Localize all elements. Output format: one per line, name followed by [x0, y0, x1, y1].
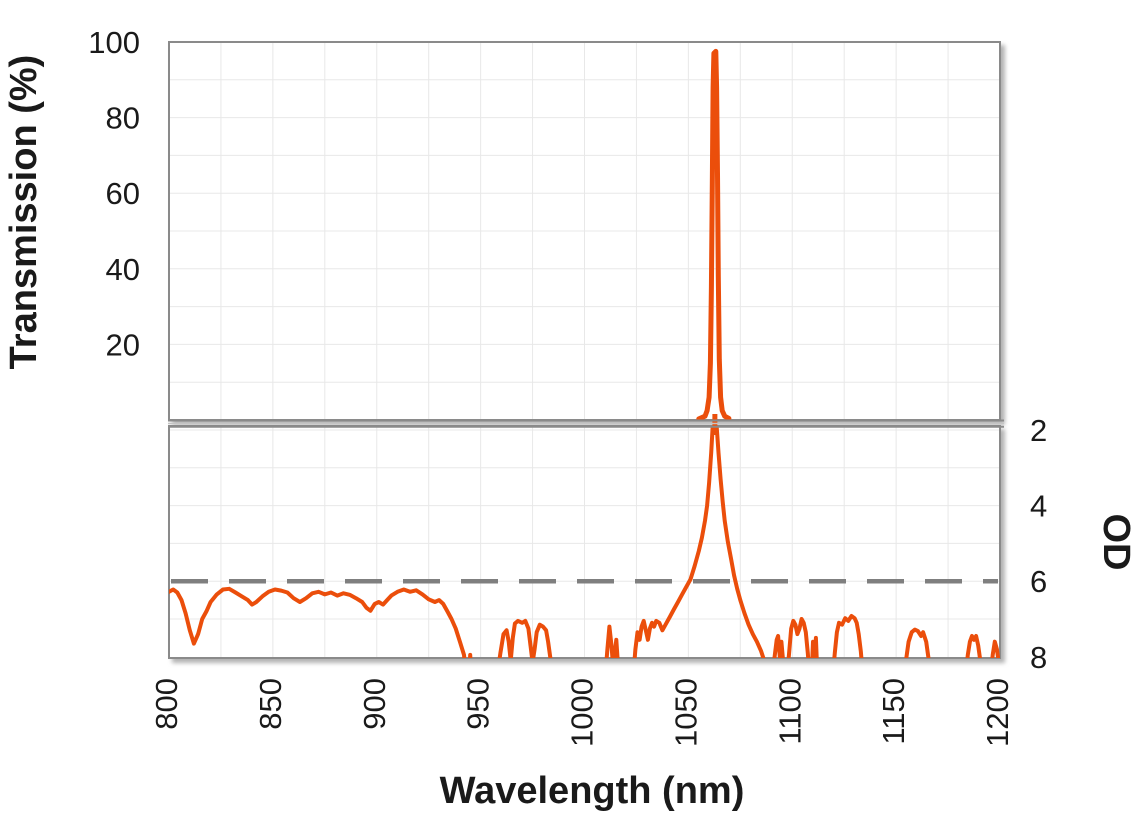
x-axis-title: Wavelength (nm) [440, 770, 745, 812]
y-tick-label-transmission: 40 [106, 252, 140, 287]
y-axis-title-left: Transmission (%) [3, 55, 45, 370]
x-tick-label: 900 [357, 678, 392, 730]
transmission-peak-curve [696, 48, 732, 421]
x-tick-label: 1150 [876, 678, 911, 745]
spectrum-curve-layer [169, 48, 1000, 658]
y-tick-label-od: 2 [1030, 413, 1047, 448]
tick-labels-layer: 800 850 900 950 1000 1050 1100 1150 1200 20 40 60 80… [88, 25, 1047, 747]
gridlines-layer [170, 43, 999, 657]
x-tick-label: 800 [149, 678, 184, 730]
x-tick-label: 950 [461, 678, 496, 730]
y-axis-title-right: OD [1095, 514, 1137, 571]
y-tick-label-transmission: 100 [88, 25, 140, 60]
y-tick-label-transmission: 60 [106, 176, 140, 211]
x-tick-label: 1100 [772, 678, 807, 745]
y-tick-label-od: 8 [1030, 640, 1047, 675]
od-curve [169, 426, 1000, 658]
x-tick-label: 850 [253, 678, 288, 730]
y-tick-label-transmission: 80 [106, 101, 140, 136]
x-tick-label: 1050 [668, 678, 703, 747]
y-tick-label-transmission: 20 [106, 327, 140, 362]
y-tick-label-od: 6 [1030, 564, 1047, 599]
x-tick-label: 1200 [980, 678, 1015, 747]
x-tick-label: 1000 [565, 678, 600, 747]
y-tick-label-od: 4 [1030, 489, 1047, 524]
axis-break-divider [168, 419, 1004, 428]
